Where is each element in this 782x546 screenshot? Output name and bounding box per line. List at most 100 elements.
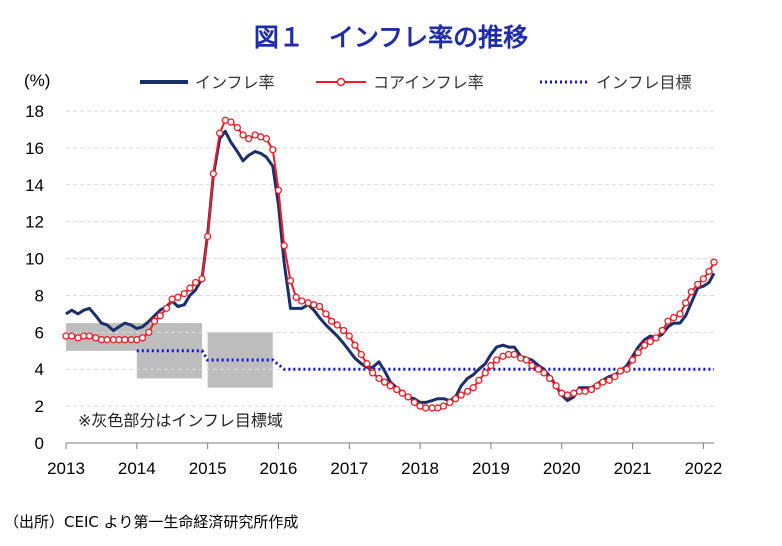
core-inflation-point-99 bbox=[646, 337, 654, 346]
core-inflation-point-52 bbox=[368, 369, 377, 377]
x-tick-label-2020: 2020 bbox=[543, 459, 581, 478]
source-note: （出所）CEIC より第一生命経済研究所作成 bbox=[4, 513, 298, 531]
legend-marker-core bbox=[336, 77, 346, 87]
core-inflation-point-78 bbox=[522, 356, 530, 364]
core-inflation-point-22 bbox=[191, 278, 200, 287]
core-inflation-point-65 bbox=[446, 398, 454, 407]
core-inflation-point-29 bbox=[233, 123, 242, 132]
core-inflation-point-94 bbox=[616, 367, 625, 375]
core-inflation-point-56 bbox=[393, 385, 401, 394]
legend-label-inflation: インフレ率 bbox=[195, 73, 275, 92]
core-inflation-point-73 bbox=[492, 356, 501, 364]
core-inflation-point-34 bbox=[262, 135, 271, 143]
core-inflation-point-106 bbox=[687, 288, 695, 296]
legend-label-core: コアインフレ率 bbox=[373, 73, 484, 92]
gridlines bbox=[66, 110, 714, 407]
core-inflation-point-93 bbox=[611, 372, 619, 381]
core-inflation-point-95 bbox=[623, 365, 631, 373]
core-inflation-point-16 bbox=[156, 312, 164, 320]
y-tick-label-4: 4 bbox=[35, 360, 44, 379]
core-inflation-point-37 bbox=[280, 241, 288, 250]
core-inflation-point-51 bbox=[363, 360, 371, 368]
chart-title: 図１ インフレ率の推移 bbox=[254, 23, 528, 52]
core-inflation-point-47 bbox=[339, 326, 348, 335]
x-tick-label-2013: 2013 bbox=[47, 459, 85, 478]
y-axis-unit-label: (%) bbox=[24, 71, 50, 90]
core-inflation-point-97 bbox=[634, 348, 642, 357]
core-inflation-point-109 bbox=[705, 267, 713, 276]
core-inflation-point-83 bbox=[552, 382, 560, 390]
core-inflation-point-20 bbox=[180, 289, 188, 298]
core-inflation-point-67 bbox=[457, 391, 465, 399]
core-inflation-point-104 bbox=[676, 310, 684, 318]
core-inflation-point-88 bbox=[581, 387, 589, 396]
core-inflation-point-30 bbox=[239, 131, 247, 139]
core-inflation-point-103 bbox=[669, 313, 678, 322]
core-inflation-point-98 bbox=[640, 341, 649, 349]
core-inflation-point-28 bbox=[227, 118, 235, 126]
x-tick-label-2017: 2017 bbox=[330, 459, 368, 478]
x-tick-label-2015: 2015 bbox=[189, 459, 227, 478]
core-inflation-point-91 bbox=[599, 378, 607, 386]
axes: 0 2 4 6 8 10 12 14 16 18 2013 2014 2015 2016 2017 2018 2… bbox=[25, 102, 722, 478]
core-inflation-point-96 bbox=[628, 356, 637, 364]
y-tick-label-0: 0 bbox=[35, 434, 44, 453]
core-inflation-point-70 bbox=[475, 376, 483, 384]
core-inflation-point-24 bbox=[203, 232, 212, 241]
core-inflation-point-38 bbox=[286, 277, 295, 285]
x-tick-label-2022: 2022 bbox=[684, 459, 722, 478]
core-inflation-point-1 bbox=[68, 332, 76, 340]
core-inflation-point-66 bbox=[451, 395, 460, 403]
core-inflation-point-15 bbox=[150, 317, 159, 325]
core-inflation-point-89 bbox=[587, 385, 596, 394]
core-inflation-point-107 bbox=[694, 280, 702, 289]
x-tick-label-2014: 2014 bbox=[118, 459, 156, 478]
core-inflation-point-102 bbox=[664, 317, 672, 325]
core-inflation-point-48 bbox=[345, 332, 353, 340]
core-inflation-point-17 bbox=[162, 304, 171, 313]
x-tick-label-2016: 2016 bbox=[260, 459, 298, 478]
core-inflation-point-7 bbox=[103, 336, 111, 344]
band-note: ※灰色部分はインフレ目標域 bbox=[78, 411, 283, 430]
core-inflation-point-55 bbox=[386, 382, 395, 390]
y-tick-label-14: 14 bbox=[25, 176, 44, 195]
core-inflation-point-80 bbox=[534, 365, 543, 373]
core-inflation-point-79 bbox=[528, 361, 536, 370]
core-inflation-point-10 bbox=[121, 336, 129, 344]
core-inflation-point-68 bbox=[463, 387, 472, 396]
core-inflation-point-43 bbox=[315, 302, 324, 311]
core-inflation-point-35 bbox=[269, 146, 277, 154]
core-inflation-point-108 bbox=[699, 275, 708, 283]
core-inflation-point-71 bbox=[481, 369, 489, 377]
core-inflation-point-100 bbox=[652, 334, 660, 342]
y-tick-label-6: 6 bbox=[35, 323, 44, 342]
core-inflation-point-36 bbox=[274, 186, 283, 194]
y-tick-label-16: 16 bbox=[25, 139, 44, 158]
y-tick-label-2: 2 bbox=[35, 397, 44, 416]
y-tick-label-12: 12 bbox=[25, 213, 44, 232]
core-inflation-point-26 bbox=[216, 129, 224, 137]
core-inflation-point-49 bbox=[351, 341, 359, 349]
core-inflation-point-4 bbox=[85, 332, 94, 340]
core-inflation-point-59 bbox=[410, 398, 419, 407]
core-inflation-point-110 bbox=[710, 258, 718, 266]
core-inflation-point-44 bbox=[322, 310, 330, 318]
core-inflation-point-54 bbox=[381, 378, 389, 386]
core-inflation-point-53 bbox=[375, 374, 383, 383]
core-inflation-point-81 bbox=[540, 369, 548, 377]
core-inflation-point-13 bbox=[138, 334, 147, 342]
core-inflation-point-82 bbox=[546, 374, 554, 383]
core-inflation-point-40 bbox=[298, 297, 306, 305]
core-inflation-point-85 bbox=[563, 391, 572, 399]
core-inflation-point-14 bbox=[145, 328, 153, 336]
core-inflation-point-45 bbox=[327, 317, 336, 325]
y-tick-label-8: 8 bbox=[35, 286, 44, 305]
legend: インフレ率 コアインフレ率 インフレ目標 bbox=[140, 73, 692, 92]
core-inflation-point-19 bbox=[174, 293, 182, 301]
x-tick-label-2021: 2021 bbox=[614, 459, 652, 478]
y-tick-label-10: 10 bbox=[25, 250, 44, 269]
core-inflation-point-105 bbox=[682, 299, 690, 307]
core-inflation-point-50 bbox=[357, 350, 365, 359]
core-inflation-point-64 bbox=[439, 402, 448, 410]
x-tick-label-2019: 2019 bbox=[472, 459, 510, 478]
